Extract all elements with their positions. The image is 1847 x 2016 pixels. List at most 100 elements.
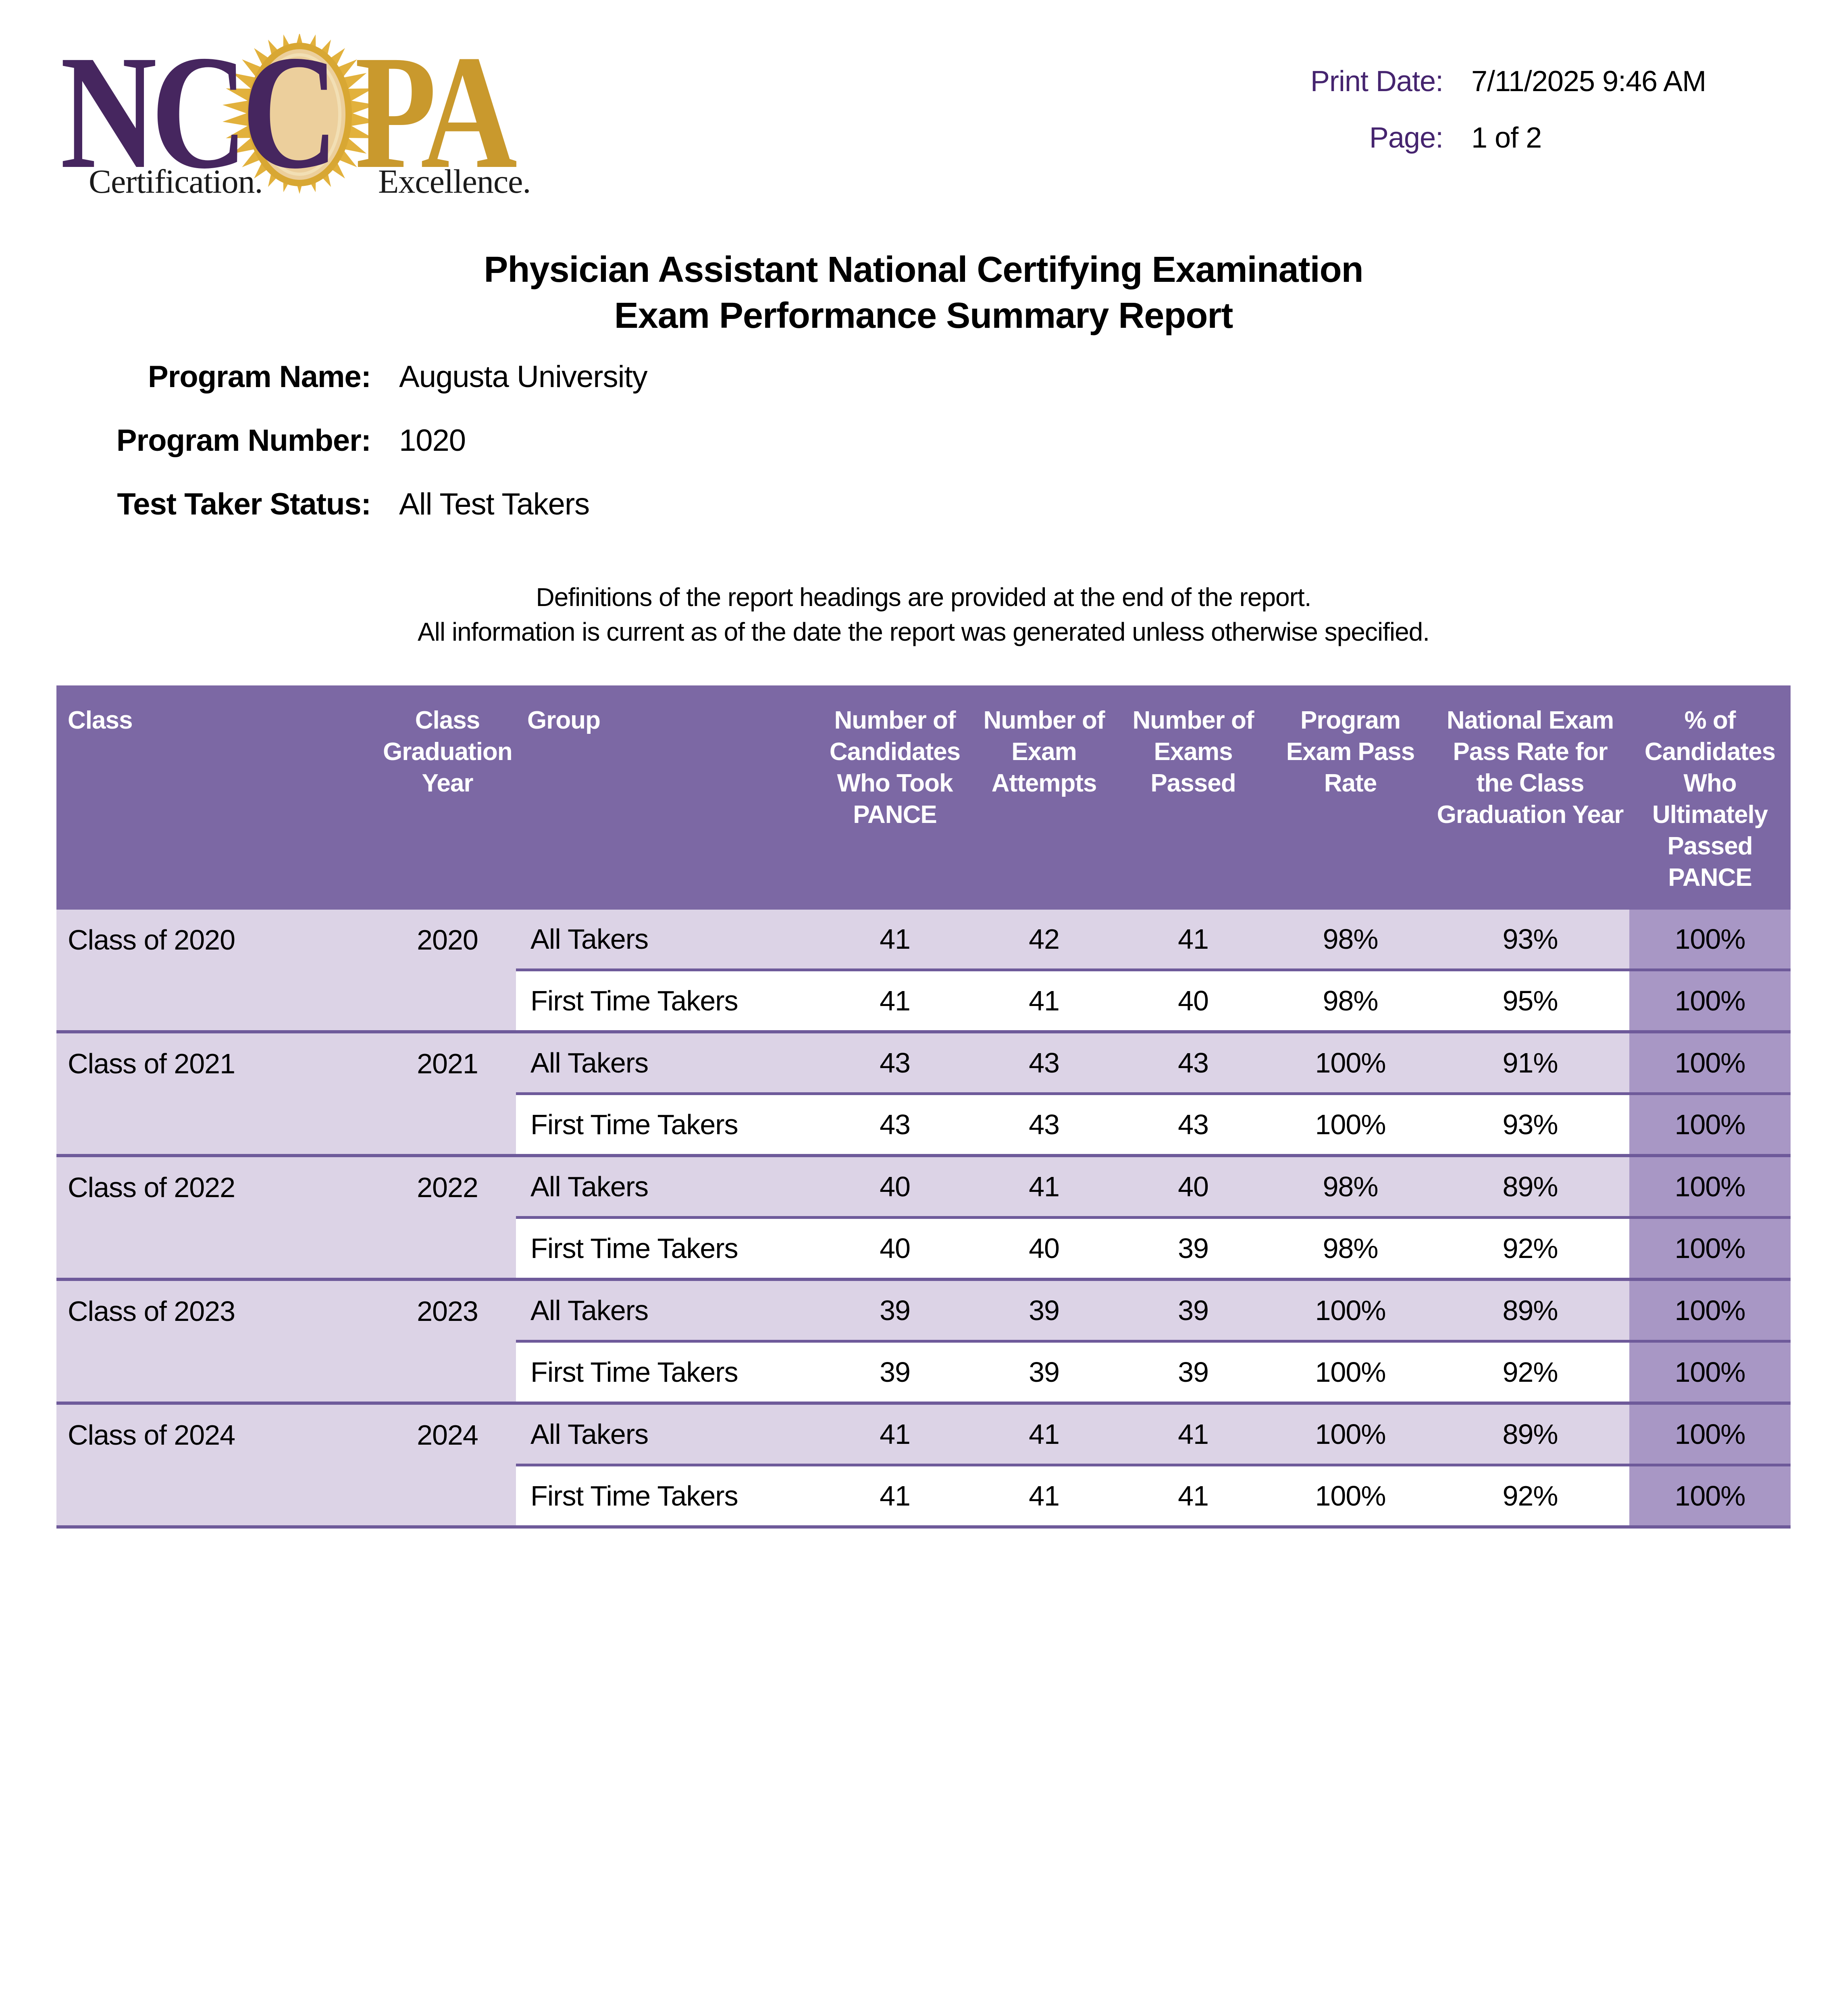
candidates-cell: 40 (818, 1156, 971, 1219)
grad-year-cell: 2021 (379, 1032, 516, 1157)
candidates-cell: 41 (818, 1403, 971, 1466)
program-rate-cell: 98% (1270, 1156, 1431, 1219)
ultimate-rate-cell: 100% (1629, 910, 1791, 971)
program-rate-cell: 100% (1270, 1279, 1431, 1343)
table-row-first-time-takers: First Time Takers 41 41 40 98% 95% 100% (56, 970, 1791, 1033)
attempts-cell: 41 (971, 1156, 1117, 1219)
table-row-first-time-takers: First Time Takers 43 43 43 100% 93% 100% (56, 1093, 1791, 1157)
table-row-all-takers: Class of 2021 2021 All Takers 43 43 43 1… (56, 1032, 1791, 1157)
candidates-cell: 41 (818, 970, 971, 1033)
group-cell: First Time Takers (516, 1093, 818, 1157)
program-rate-cell: 100% (1270, 1093, 1431, 1157)
col-header-attempts: Number of Exam Attempts (971, 685, 1117, 910)
report-title-line2: Exam Performance Summary Report (614, 296, 1233, 336)
national-rate-cell: 89% (1431, 1403, 1629, 1466)
seal-inner-ring (258, 53, 341, 176)
program-name-label: Program Name: (148, 360, 371, 394)
national-rate-cell: 93% (1431, 910, 1629, 971)
note-line1: Definitions of the report headings are p… (536, 583, 1312, 612)
class-cell: Class of 2022 (56, 1156, 379, 1281)
col-header-passed: Number of Exams Passed (1117, 685, 1270, 910)
program-name-value: Augusta University (399, 360, 648, 394)
program-number-label: Program Number: (116, 423, 371, 458)
ultimate-rate-cell: 100% (1629, 1341, 1791, 1405)
candidates-cell: 43 (818, 1093, 971, 1157)
table-row-all-takers: Class of 2024 2024 All Takers 41 41 41 1… (56, 1403, 1791, 1529)
logo-text-pa: PA (355, 34, 517, 200)
attempts-cell: 41 (971, 1403, 1117, 1466)
national-rate-cell: 92% (1431, 1217, 1629, 1281)
test-taker-status-label: Test Taker Status: (117, 487, 371, 521)
table-row-first-time-takers: First Time Takers 41 41 41 100% 92% 100% (56, 1465, 1791, 1529)
logo-text-ncc: NCC (60, 34, 332, 200)
table-row-all-takers: Class of 2023 2023 All Takers 39 39 39 1… (56, 1279, 1791, 1405)
program-number-value: 1020 (399, 423, 466, 458)
program-info: Program Name: Augusta University Program… (56, 360, 648, 522)
class-cell: Class of 2021 (56, 1032, 379, 1157)
table-row-all-takers: Class of 2022 2022 All Takers 40 41 40 9… (56, 1156, 1791, 1281)
attempts-cell: 43 (971, 1093, 1117, 1157)
program-rate-cell: 100% (1270, 1032, 1431, 1095)
candidates-cell: 43 (818, 1032, 971, 1095)
ultimate-rate-cell: 100% (1629, 1217, 1791, 1281)
passed-cell: 39 (1117, 1341, 1270, 1405)
candidates-cell: 41 (818, 910, 971, 971)
attempts-cell: 39 (971, 1341, 1117, 1405)
national-rate-cell: 91% (1431, 1032, 1629, 1095)
col-header-grad-year: Class Graduation Year (379, 685, 516, 910)
passed-cell: 40 (1117, 1156, 1270, 1219)
passed-cell: 43 (1117, 1093, 1270, 1157)
candidates-cell: 41 (818, 1465, 971, 1529)
program-rate-cell: 98% (1270, 910, 1431, 971)
candidates-cell: 39 (818, 1341, 971, 1405)
program-rate-cell: 100% (1270, 1341, 1431, 1405)
ultimate-rate-cell: 100% (1629, 970, 1791, 1033)
col-header-group: Group (516, 685, 818, 910)
attempts-cell: 43 (971, 1032, 1117, 1095)
passed-cell: 41 (1117, 1403, 1270, 1466)
national-rate-cell: 89% (1431, 1279, 1629, 1343)
candidates-cell: 40 (818, 1217, 971, 1281)
note-line2: All information is current as of the dat… (417, 617, 1430, 646)
ultimate-rate-cell: 100% (1629, 1093, 1791, 1157)
national-rate-cell: 89% (1431, 1156, 1629, 1219)
ultimate-rate-cell: 100% (1629, 1156, 1791, 1219)
passed-cell: 41 (1117, 1465, 1270, 1529)
ultimate-rate-cell: 100% (1629, 1279, 1791, 1343)
program-rate-cell: 98% (1270, 970, 1431, 1033)
group-cell: First Time Takers (516, 1217, 818, 1281)
print-date-value: 7/11/2025 9:46 AM (1471, 65, 1706, 98)
passed-cell: 43 (1117, 1032, 1270, 1095)
attempts-cell: 42 (971, 910, 1117, 971)
print-date-label: Print Date: (1310, 65, 1443, 98)
ultimate-rate-cell: 100% (1629, 1403, 1791, 1466)
nccpa-logo: NCC PA Certification. Excellence. (56, 22, 545, 202)
group-cell: First Time Takers (516, 1341, 818, 1405)
class-cell: Class of 2023 (56, 1279, 379, 1405)
col-header-program-rate: Program Exam Pass Rate (1270, 685, 1431, 910)
ultimate-rate-cell: 100% (1629, 1032, 1791, 1095)
table-row-all-takers: Class of 2020 2020 All Takers 41 42 41 9… (56, 910, 1791, 1033)
table-row-first-time-takers: First Time Takers 40 40 39 98% 92% 100% (56, 1217, 1791, 1281)
group-cell: All Takers (516, 1279, 818, 1343)
program-rate-cell: 98% (1270, 1217, 1431, 1281)
attempts-cell: 41 (971, 970, 1117, 1033)
test-taker-status-value: All Test Takers (399, 487, 590, 521)
attempts-cell: 39 (971, 1279, 1117, 1343)
grad-year-cell: 2020 (379, 910, 516, 1033)
print-info: Print Date: 7/11/2025 9:46 AM Page: 1 of… (1274, 65, 1706, 155)
table-header-row: Class Class Graduation Year Group Number… (56, 685, 1791, 910)
class-cell: Class of 2024 (56, 1403, 379, 1529)
performance-table: Class Class Graduation Year Group Number… (56, 685, 1791, 1529)
attempts-cell: 41 (971, 1465, 1117, 1529)
nccpa-logo-svg: NCC PA Certification. Excellence. (60, 22, 531, 202)
logo-tagline-excellence: Excellence. (378, 163, 530, 200)
group-cell: First Time Takers (516, 1465, 818, 1529)
class-cell: Class of 2020 (56, 910, 379, 1033)
attempts-cell: 40 (971, 1217, 1117, 1281)
logo-tagline-certification: Certification. (89, 163, 263, 200)
page-label: Page: (1369, 122, 1443, 154)
candidates-cell: 39 (818, 1279, 971, 1343)
group-cell: All Takers (516, 1403, 818, 1466)
